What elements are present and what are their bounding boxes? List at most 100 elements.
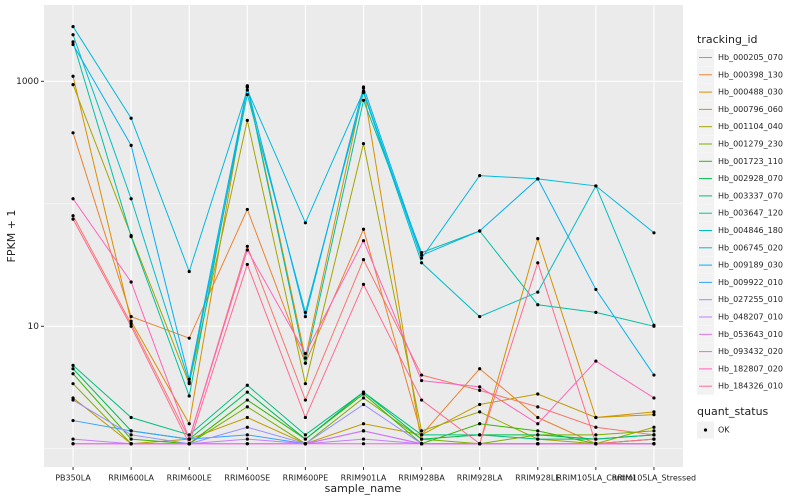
data-point <box>478 410 482 414</box>
data-point <box>594 310 598 314</box>
data-point <box>361 239 366 243</box>
data-point <box>71 42 75 47</box>
data-point <box>361 402 366 407</box>
data-point <box>536 415 540 420</box>
data-point <box>419 379 424 383</box>
data-point <box>71 40 75 44</box>
data-point <box>361 227 366 231</box>
data-point <box>594 442 598 446</box>
legend-label: Hb_006745_020 <box>718 243 783 252</box>
data-point <box>71 131 75 135</box>
data-point <box>536 261 540 265</box>
x-tick-label: RRIM105LA_Control <box>557 474 636 483</box>
data-point <box>71 197 75 201</box>
data-point <box>187 394 191 398</box>
data-point <box>594 287 598 292</box>
data-point <box>245 207 249 212</box>
y-axis-title: FPKM + 1 <box>5 210 18 263</box>
data-point <box>478 388 482 392</box>
data-point <box>245 88 249 92</box>
data-point <box>303 398 308 402</box>
data-point <box>303 356 308 360</box>
data-point <box>71 214 75 218</box>
data-point <box>303 361 308 365</box>
data-point <box>71 363 75 367</box>
legend-label: Hb_184326_010 <box>718 382 783 391</box>
data-point <box>71 398 75 402</box>
data-point <box>536 433 540 437</box>
data-point <box>594 433 598 437</box>
legend-point <box>703 428 708 432</box>
data-point <box>71 24 75 29</box>
data-point <box>129 415 133 420</box>
data-point <box>303 437 308 441</box>
data-point <box>303 433 308 437</box>
legend: Hb_000205_070 Hb_000398_130 Hb_000488_030 H… <box>697 49 783 439</box>
data-point <box>594 359 598 363</box>
data-point <box>419 437 424 441</box>
data-point <box>361 85 366 89</box>
data-point <box>361 422 366 426</box>
x-tick-label: RRIM600LA <box>108 474 154 483</box>
data-point <box>245 244 249 248</box>
legend-label: Hb_003337_070 <box>718 191 783 200</box>
data-point <box>419 261 424 265</box>
data-point <box>129 442 133 446</box>
legend-label: Hb_009922_010 <box>718 278 783 287</box>
data-point <box>129 143 133 147</box>
data-point <box>245 118 249 122</box>
data-point <box>303 351 308 356</box>
data-point <box>245 390 249 394</box>
data-point <box>536 422 540 426</box>
data-point <box>187 433 191 437</box>
data-point <box>303 315 308 319</box>
x-tick-label: RRIM928BA <box>398 474 445 483</box>
data-point <box>129 324 133 328</box>
data-point <box>245 383 249 387</box>
data-point <box>419 250 424 255</box>
data-point <box>71 418 75 423</box>
data-point <box>303 442 308 446</box>
data-point <box>419 442 424 446</box>
data-point <box>478 433 482 437</box>
data-point <box>245 442 249 446</box>
data-point <box>652 442 656 446</box>
data-point <box>71 83 75 87</box>
points <box>71 24 656 446</box>
x-axis-title: sample_name <box>325 482 402 495</box>
data-point <box>594 437 598 441</box>
data-point <box>129 433 133 437</box>
data-point <box>594 184 598 188</box>
data-point <box>245 425 249 429</box>
data-point <box>361 396 366 400</box>
data-point <box>187 442 191 446</box>
legend-label: Hb_009189_030 <box>718 261 783 270</box>
data-point <box>361 89 366 93</box>
legend-label: OK <box>718 426 730 435</box>
data-point <box>361 142 366 146</box>
data-point <box>652 410 656 414</box>
data-point <box>129 280 133 284</box>
legend-label: Hb_053643_010 <box>718 330 783 339</box>
data-point <box>652 433 656 437</box>
data-point <box>419 429 424 433</box>
data-point <box>71 372 75 376</box>
legend-label: Hb_002928_070 <box>718 174 783 183</box>
data-point <box>652 231 656 235</box>
data-point <box>652 425 656 429</box>
data-point <box>594 425 598 429</box>
legend-label: Hb_000398_130 <box>718 70 783 79</box>
data-point <box>652 413 656 417</box>
data-point <box>245 437 249 441</box>
status-legend-title: quant_status <box>697 405 769 418</box>
data-point <box>71 367 75 371</box>
data-point <box>478 442 482 446</box>
data-point <box>187 437 191 441</box>
data-point <box>478 385 482 389</box>
legend-label: Hb_093432_020 <box>718 347 783 356</box>
data-point <box>129 437 133 441</box>
data-point <box>652 396 656 400</box>
data-point <box>478 402 482 407</box>
data-point <box>361 282 366 286</box>
